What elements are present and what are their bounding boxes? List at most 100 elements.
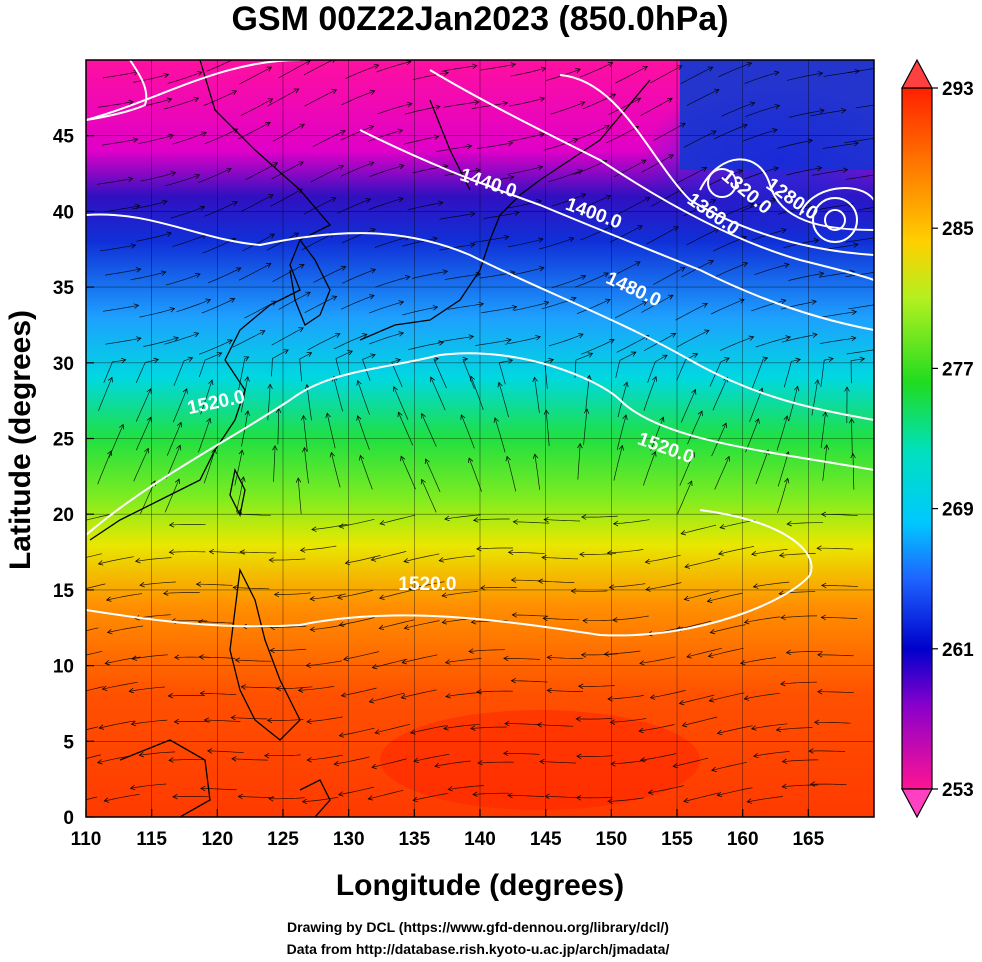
streamline-arrowhead bbox=[272, 445, 278, 451]
x-tick-label: 150 bbox=[595, 829, 627, 850]
streamline-arrowhead bbox=[198, 654, 204, 660]
streamline-arrowhead bbox=[443, 163, 449, 170]
streamline-arrowhead bbox=[441, 619, 448, 625]
streamline-arrowhead bbox=[368, 125, 375, 131]
streamline bbox=[680, 389, 696, 423]
streamline bbox=[643, 451, 656, 486]
streamline bbox=[573, 160, 607, 175]
streamline-arrowhead bbox=[203, 717, 210, 723]
streamline-arrowhead bbox=[742, 261, 749, 268]
streamline bbox=[508, 133, 545, 142]
streamline bbox=[231, 717, 268, 720]
streamline bbox=[201, 298, 235, 314]
streamline bbox=[468, 649, 505, 652]
streamline bbox=[638, 724, 675, 732]
streamline bbox=[677, 480, 693, 515]
streamline-arrowhead bbox=[119, 423, 125, 430]
streamline bbox=[581, 515, 618, 518]
streamline-arrowhead bbox=[505, 455, 511, 462]
streamline bbox=[681, 524, 717, 535]
colorbar-bottom-arrow bbox=[900, 788, 934, 819]
streamline-arrowhead bbox=[269, 647, 275, 654]
x-tick-label: 110 bbox=[71, 829, 102, 850]
streamline-arrowhead bbox=[814, 379, 820, 385]
streamline bbox=[585, 375, 590, 412]
streamline-arrowhead bbox=[749, 101, 756, 107]
streamline-arrowhead bbox=[816, 165, 823, 172]
streamline bbox=[579, 62, 613, 78]
streamline-arrowhead bbox=[510, 577, 517, 583]
streamline-arrowhead bbox=[502, 100, 509, 107]
streamline bbox=[310, 593, 346, 600]
streamline bbox=[371, 758, 407, 768]
streamline-arrowhead bbox=[610, 93, 617, 99]
streamline bbox=[710, 624, 746, 634]
streamline-arrowhead bbox=[306, 718, 312, 725]
streamline bbox=[604, 650, 641, 655]
streamline bbox=[167, 71, 203, 84]
streamline-arrowhead bbox=[441, 592, 448, 598]
streamline-arrowhead bbox=[409, 729, 416, 735]
streamline-arrowhead bbox=[331, 89, 338, 95]
streamline-arrowhead bbox=[707, 66, 714, 72]
streamline bbox=[547, 689, 584, 693]
streamline bbox=[338, 786, 374, 796]
streamline bbox=[676, 329, 710, 348]
streamline bbox=[684, 558, 720, 568]
streamline-arrowhead bbox=[208, 548, 215, 555]
streamline bbox=[811, 169, 848, 176]
streamline-arrowhead bbox=[623, 381, 629, 388]
streamline bbox=[613, 445, 623, 481]
streamline bbox=[640, 98, 673, 117]
streamline bbox=[577, 195, 611, 211]
streamline-arrowhead bbox=[392, 386, 398, 392]
streamline-arrowhead bbox=[510, 677, 516, 684]
streamline-arrowhead bbox=[128, 687, 135, 694]
streamline-arrowhead bbox=[578, 333, 584, 339]
streamline bbox=[341, 228, 376, 244]
streamline-arrowhead bbox=[444, 659, 451, 665]
y-tick-label: 20 bbox=[53, 505, 74, 526]
streamline-arrowhead bbox=[259, 330, 266, 336]
streamline bbox=[674, 167, 707, 185]
streamline-arrowhead bbox=[622, 414, 628, 420]
streamline bbox=[820, 337, 856, 344]
streamline bbox=[820, 412, 826, 448]
streamline-arrowhead bbox=[746, 798, 753, 804]
streamline bbox=[86, 726, 99, 731]
streamline bbox=[675, 303, 708, 321]
streamline-arrowhead bbox=[238, 449, 245, 456]
streamline bbox=[545, 409, 550, 446]
streamline-arrowhead bbox=[163, 72, 170, 79]
streamline-arrowhead bbox=[842, 167, 849, 173]
streamline bbox=[166, 445, 181, 479]
streamline bbox=[680, 66, 713, 85]
streamline bbox=[686, 228, 720, 246]
streamline bbox=[744, 71, 779, 84]
y-tick-label: 5 bbox=[63, 732, 74, 753]
streamline bbox=[404, 106, 441, 115]
streamline-arrowhead bbox=[635, 97, 642, 103]
streamline-arrowhead bbox=[580, 652, 587, 658]
streamline bbox=[679, 452, 695, 486]
streamline bbox=[511, 680, 548, 683]
streamline-arrowhead bbox=[343, 656, 349, 662]
streamline bbox=[203, 90, 237, 106]
streamline-arrowhead bbox=[104, 660, 110, 666]
streamline-arrowhead bbox=[413, 757, 419, 763]
streamline bbox=[782, 759, 819, 763]
streamline bbox=[779, 553, 816, 556]
streamline bbox=[278, 60, 311, 79]
streamline bbox=[130, 783, 167, 789]
x-tick-label: 145 bbox=[530, 829, 562, 850]
streamline-arrowhead bbox=[668, 154, 674, 160]
streamline bbox=[576, 299, 611, 315]
streamline bbox=[313, 266, 346, 283]
streamline-arrowhead bbox=[129, 784, 136, 791]
streamline bbox=[720, 203, 754, 218]
streamline-arrowhead bbox=[176, 421, 182, 428]
streamline bbox=[607, 695, 644, 700]
streamline bbox=[410, 725, 446, 734]
streamline bbox=[430, 376, 446, 411]
streamline-arrowhead bbox=[442, 269, 449, 275]
